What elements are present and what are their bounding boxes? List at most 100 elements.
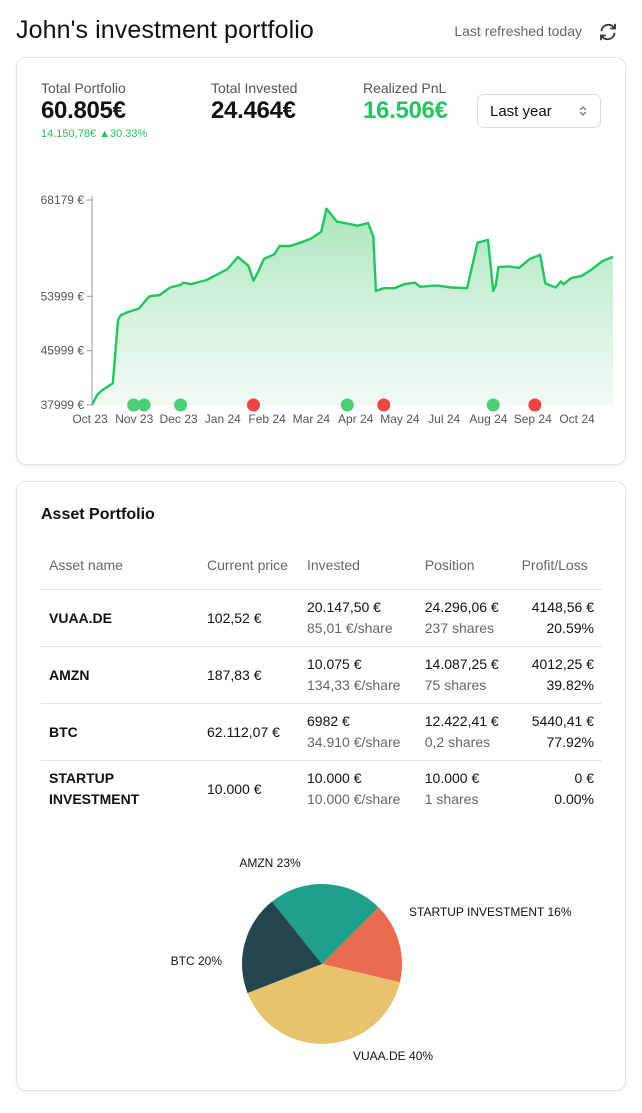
asset-profit-loss: 0 € 0.00% [514,761,602,818]
invested-amount: 10.075 € [307,656,362,672]
buy-marker [127,398,141,412]
profit-loss-amount: 5440,41 € [531,713,594,729]
invested-per-share: 10.000 €/share [307,791,401,807]
x-tick-label: Feb 24 [248,412,286,426]
page-header: John's investment portfolio Last refresh… [16,14,626,48]
y-tick-label: 37999 € [41,398,85,412]
invested-per-share: 134,33 €/share [307,677,401,693]
asset-invested: 10.000 € 10.000 €/share [299,761,417,818]
asset-name: AMZN [41,646,199,704]
portfolio-summary-card: Total Portfolio 60.805€ 14.150,78€ ▲30.3… [16,57,626,465]
last-refreshed-text: Last refreshed today [454,23,582,39]
table-header-row: Asset name Current price Invested Positi… [41,540,602,590]
asset-price: 62.112,07 € [199,703,299,761]
allocation-pie-chart: STARTUP INVESTMENT 16% VUAA.DE 40% BTC 20%… [171,856,572,1063]
pie-slice-label: VUAA.DE 40% [353,1049,433,1063]
profit-loss-amount: 4012,25 € [531,656,594,672]
series-area [92,208,613,405]
asset-portfolio-title: Asset Portfolio [41,506,155,523]
x-tick-label: Mar 24 [293,412,331,426]
position-shares: 237 shares [424,620,495,636]
change-absolute: 14.150,78€ [41,128,97,140]
buy-marker [137,398,151,412]
profit-loss-amount: 0 € [574,770,594,786]
total-portfolio-change: 14.150,78€ ▲30.33% [41,128,147,140]
profit-loss-percent: 39.82% [546,677,594,693]
asset-invested: 10.075 € 134,33 €/share [299,646,417,704]
position-shares: 1 shares [424,791,479,807]
asset-name: BTC [41,703,199,761]
buy-marker [174,398,188,412]
column-header-invested: Invested [299,540,417,590]
x-tick-label: Sep 24 [514,412,552,426]
table-row: STARTUP INVESTMENT 10.000 € 10.000 €10.0… [41,761,602,818]
total-invested-stat: Total Invested 24.464€ [211,80,297,125]
sell-marker [528,398,542,412]
total-invested-label: Total Invested [211,80,298,96]
sell-marker [247,398,261,412]
period-select[interactable]: Last year [477,94,601,128]
asset-position: 10.000 € 1 shares [417,761,514,818]
asset-price: 10.000 € [207,780,262,797]
refresh-button[interactable] [596,20,620,44]
asset-name: VUAA.DE [41,589,199,647]
portfolio-value-chart: 68179 € 53999 € 45999 € 37999 €Oct 23 Nov 23… [41,193,614,426]
invested-amount: 10.000 € [307,770,362,786]
position-shares: 0,2 shares [424,734,491,750]
pie-slice [322,907,403,983]
x-tick-label: Aug 24 [469,412,507,426]
profit-loss-percent: 20.59% [546,620,594,636]
invested-per-share: 34.910 €/share [307,734,401,750]
x-tick-label: Jul 24 [428,412,460,426]
position-amount: 10.000 € [424,770,480,786]
invested-amount: 6982 € [307,713,350,729]
position-amount: 12.422,41 € [424,713,499,729]
invested-per-share: 85,01 €/share [307,620,393,636]
asset-profit-loss: 4012,25 € 39.82% [513,646,602,704]
column-header-position: Position [416,540,514,590]
column-header-profit-loss: Profit/Loss [513,540,602,590]
table-row: VUAA.DE 102,52 € 20.147,50 € 85,01 €/shar… [41,589,602,647]
realized-pnl-label: Realized PnL [363,80,447,96]
asset-position: 24.296,06 € 237 shares [416,589,514,647]
profit-loss-percent: 77.92% [546,734,594,750]
asset-portfolio-card: Asset Portfolio Asset name Current price… [16,481,626,1091]
pie-slice-label: STARTUP INVESTMENT 16% [409,905,572,919]
realized-pnl-value: 16.506€ [363,97,448,124]
x-tick-label: May 24 [380,412,420,426]
buy-marker [486,398,500,412]
pie-slice [272,883,379,964]
pie-slice [242,901,322,994]
refresh-icon [600,23,616,41]
asset-name: STARTUP INVESTMENT [49,770,140,807]
x-tick-label: Oct 24 [559,412,595,426]
buy-marker [340,398,354,412]
x-tick-label: Nov 23 [115,412,153,426]
assets-table: Asset name Current price Invested Positi… [41,540,602,817]
table-row: AMZN 187,83 € 10.075 € 134,33 €/share 14.… [41,646,602,704]
y-tick-label: 53999 € [41,289,85,303]
sell-marker [377,398,391,412]
change-percent: ▲30.33% [99,128,148,140]
asset-position: 14.087,25 € 75 shares [416,646,514,704]
column-header-current-price: Current price [199,540,299,590]
table-row: BTC 62.112,07 € 6982 € 34.910 €/share 12.… [41,703,602,761]
pie-slice-label: AMZN 23% [239,856,301,870]
asset-position: 12.422,41 € 0,2 shares [416,703,514,761]
invested-amount: 20.147,50 € [307,599,381,615]
asset-price: 102,52 € [199,589,299,647]
profit-loss-amount: 4148,56 € [531,599,594,615]
position-amount: 24.296,06 € [424,599,499,615]
column-header-asset-name: Asset name [41,540,199,590]
asset-profit-loss: 5440,41 € 77.92% [513,703,602,761]
page-title: John's investment portfolio [16,16,314,44]
pie-slice [247,964,400,1044]
x-tick-label: Dec 23 [160,412,198,426]
total-portfolio-value: 60.805€ [41,97,126,124]
chevron-up-down-icon [579,106,587,116]
total-portfolio-stat: Total Portfolio 60.805€ 14.150,78€ ▲30.3… [41,80,147,140]
pie-slice-label: BTC 20% [171,954,223,968]
x-tick-label: Jan 24 [205,412,241,426]
asset-price: 187,83 € [199,646,299,704]
position-shares: 75 shares [424,677,487,693]
